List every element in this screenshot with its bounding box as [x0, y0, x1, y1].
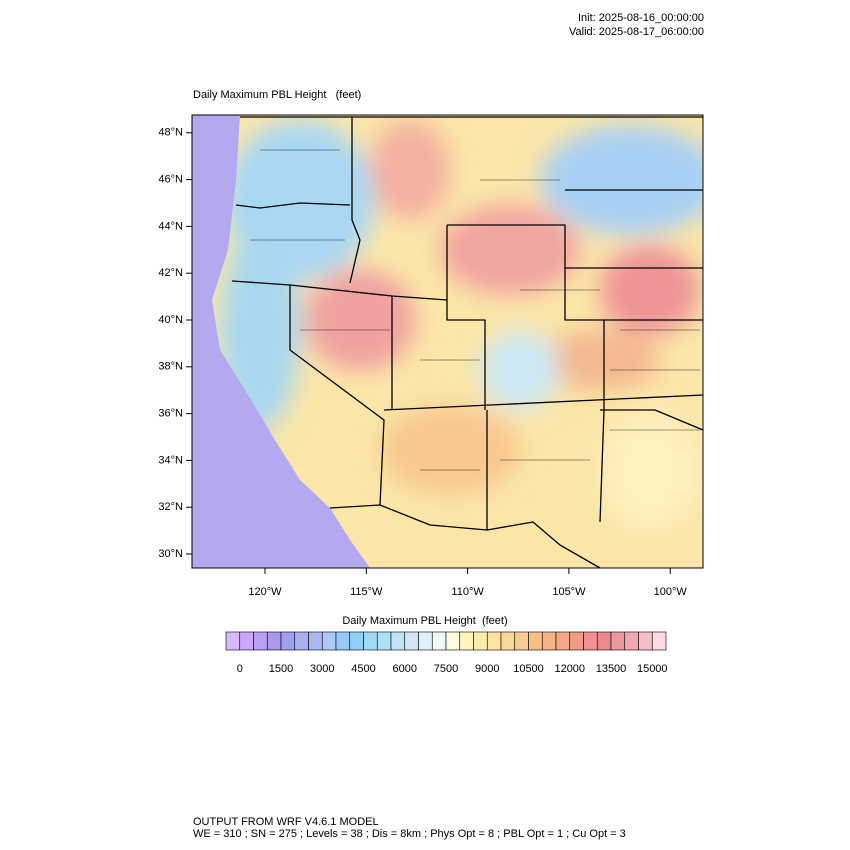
colorbar-box [404, 631, 419, 651]
colorbar-label: 1500 [269, 663, 293, 675]
colorbar-box [473, 631, 488, 651]
colorbar-label: 6000 [393, 663, 417, 675]
colorbar-label: 10500 [513, 663, 544, 675]
init-time: Init: 2025-08-16_00:00:00 [578, 12, 704, 24]
lat-label: 42°N [158, 267, 183, 279]
colorbar-box [486, 631, 502, 651]
colorbar-box [335, 631, 351, 651]
colorbar-box [390, 631, 406, 651]
colorbar-box [459, 631, 474, 651]
colorbar-box [266, 631, 282, 651]
colorbar-label: 0 [237, 663, 243, 675]
lon-label: 100°W [654, 586, 688, 598]
colorbar-box [280, 631, 296, 651]
lat-label: 46°N [158, 174, 183, 186]
colorbar-box [624, 631, 639, 651]
colorbar-label: 9000 [475, 663, 499, 675]
colorbar-box [431, 631, 447, 651]
lat-label: 40°N [158, 314, 183, 326]
colorbar-box [376, 631, 392, 651]
colorbar-box [294, 631, 309, 651]
lat-label: 30°N [158, 548, 183, 560]
county-lines [250, 149, 700, 471]
colorbar-box [225, 631, 241, 651]
colorbar-box [418, 631, 433, 651]
footer-line: OUTPUT FROM WRF V4.6.1 MODEL [193, 816, 379, 828]
valid-time: Valid: 2025-08-17_06:00:00 [569, 26, 704, 38]
colorbar-box [239, 631, 254, 651]
map-title: Daily Maximum PBL Height (feet) [193, 89, 361, 101]
lon-label: 110°W [451, 586, 484, 598]
colorbar-title: Daily Maximum PBL Height (feet) [342, 615, 507, 627]
colorbar-box [321, 631, 337, 651]
ocean [192, 115, 370, 568]
colorbar-label: 15000 [637, 663, 668, 675]
colorbar-label: 7500 [434, 663, 458, 675]
lon-label: 120°W [248, 586, 282, 598]
lat-label: 34°N [158, 454, 183, 466]
colorbar-label: 4500 [351, 663, 375, 675]
lat-label: 36°N [158, 408, 183, 420]
colorbar-label: 12000 [554, 663, 585, 675]
colorbar-box [596, 631, 612, 651]
colorbar-box [349, 631, 364, 651]
footer-line: WE = 310 ; SN = 275 ; Levels = 38 ; Dis … [193, 828, 626, 840]
colorbar-label: 3000 [310, 663, 334, 675]
lat-label: 38°N [158, 361, 183, 373]
lat-label: 44°N [158, 220, 183, 232]
colorbar-label: 13500 [596, 663, 627, 675]
colorbar-box [445, 631, 461, 651]
lat-label: 32°N [158, 501, 183, 513]
colorbar-box [363, 631, 378, 651]
map-frame [191, 114, 704, 569]
lon-label: 105°W [552, 586, 586, 598]
colorbar-box [555, 631, 571, 651]
lat-label: 48°N [158, 127, 183, 139]
state-borders [231, 116, 703, 568]
colorbar-box [638, 631, 653, 651]
colorbar-box [569, 631, 584, 651]
lon-label: 115°W [350, 586, 383, 598]
colorbar-box [583, 631, 598, 651]
colorbar-box [514, 631, 529, 651]
colorbar-box [253, 631, 268, 651]
colorbar-box [541, 631, 557, 651]
colorbar-box [308, 631, 323, 651]
colorbar-box [500, 631, 516, 651]
colorbar-box [651, 631, 667, 651]
map-field [192, 115, 703, 568]
colorbar-box [528, 631, 543, 651]
colorbar-box [610, 631, 626, 651]
